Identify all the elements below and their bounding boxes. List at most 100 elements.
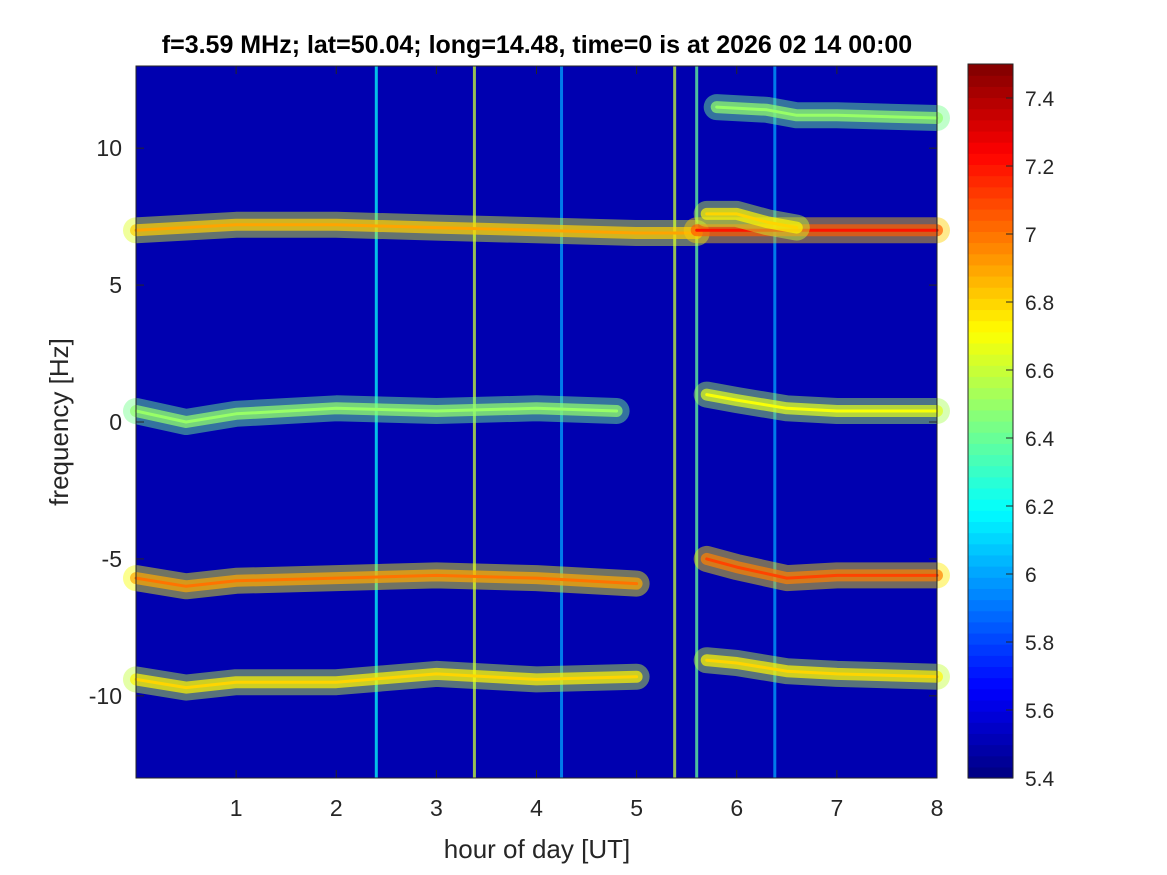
trace-0 bbox=[123, 211, 710, 246]
colorbar-step-22 bbox=[968, 521, 1013, 534]
colorbar-step-9 bbox=[968, 666, 1013, 679]
colorbar-step-56 bbox=[968, 142, 1013, 154]
colorbar-step-8 bbox=[968, 677, 1013, 690]
colorbar-step-42 bbox=[968, 298, 1013, 311]
trace-6 bbox=[123, 562, 650, 600]
trace-core-8 bbox=[134, 672, 639, 690]
colorbar-tick-label-5: 6.4 bbox=[1025, 428, 1055, 451]
colorbar-step-55 bbox=[968, 153, 1013, 166]
colorbar-step-49 bbox=[968, 220, 1013, 232]
vertical-streak-2 bbox=[560, 66, 564, 778]
trace-2 bbox=[693, 200, 810, 241]
y-tick-label-3: -5 bbox=[102, 546, 122, 572]
colorbar-step-20 bbox=[968, 543, 1013, 556]
colorbar-tick-label-7: 6.8 bbox=[1025, 292, 1054, 315]
colorbar-gradient bbox=[968, 64, 1013, 779]
colorbar-step-37 bbox=[968, 354, 1013, 366]
colorbar-tick-label-9: 7.2 bbox=[1025, 156, 1054, 179]
colorbar-step-5 bbox=[968, 711, 1013, 723]
vertical-streak-5 bbox=[773, 66, 777, 778]
colorbar-step-58 bbox=[968, 119, 1013, 132]
vertical-streak-0 bbox=[374, 66, 378, 778]
colorbar-step-60 bbox=[968, 97, 1013, 110]
colorbar-step-17 bbox=[968, 577, 1013, 589]
x-tick-label-5: 6 bbox=[730, 795, 743, 821]
colorbar-step-29 bbox=[968, 443, 1013, 456]
colorbar-step-40 bbox=[968, 320, 1013, 333]
colorbar-step-18 bbox=[968, 566, 1013, 578]
colorbar-step-36 bbox=[968, 365, 1013, 377]
colorbar-tick-label-2: 5.8 bbox=[1025, 632, 1054, 655]
colorbar-step-53 bbox=[968, 175, 1013, 188]
trace-core-3 bbox=[715, 105, 939, 120]
colorbar-step-48 bbox=[968, 231, 1013, 244]
x-tick-label-7: 8 bbox=[931, 795, 944, 821]
trace-core-2 bbox=[705, 212, 799, 230]
trace-7 bbox=[693, 545, 950, 592]
colorbar-step-2 bbox=[968, 744, 1013, 757]
colorbar-step-61 bbox=[968, 86, 1013, 99]
colorbar-tick-label-6: 6.6 bbox=[1025, 360, 1054, 383]
colorbar-step-44 bbox=[968, 275, 1013, 288]
colorbar-step-1 bbox=[968, 755, 1013, 768]
plot-background bbox=[136, 66, 937, 778]
colorbar-step-21 bbox=[968, 532, 1013, 545]
colorbar-step-63 bbox=[968, 64, 1013, 76]
colorbar-step-39 bbox=[968, 331, 1013, 344]
vertical-streak-4 bbox=[695, 66, 699, 778]
chart-title: f=3.59 MHz; lat=50.04; long=14.48, time=… bbox=[162, 31, 912, 59]
x-tick-label-2: 3 bbox=[430, 795, 443, 821]
colorbar-tick-label-10: 7.4 bbox=[1025, 88, 1055, 111]
colorbar-step-0 bbox=[968, 766, 1013, 779]
trace-4 bbox=[123, 395, 630, 435]
y-tick-label-2: 0 bbox=[109, 409, 122, 435]
colorbar-ticks: 5.4 5.6 5.8 6 6.2 6.4 6.6 6.8 7 7.2 7.4 bbox=[1006, 88, 1055, 791]
trace-9 bbox=[693, 647, 950, 690]
vertical-streak-3 bbox=[673, 66, 677, 778]
trace-core-6 bbox=[134, 573, 639, 588]
colorbar-step-45 bbox=[968, 264, 1013, 277]
colorbar-step-38 bbox=[968, 342, 1013, 355]
colorbar-step-25 bbox=[968, 487, 1013, 500]
y-tick-label-0: 10 bbox=[96, 135, 122, 161]
colorbar-step-32 bbox=[968, 409, 1013, 422]
x-axis-label: hour of day [UT] bbox=[444, 834, 630, 864]
x-tick-label-3: 4 bbox=[530, 795, 543, 821]
colorbar-tick-label-0: 5.4 bbox=[1025, 768, 1055, 791]
colorbar-step-47 bbox=[968, 242, 1013, 255]
colorbar-step-50 bbox=[968, 209, 1013, 221]
colorbar-step-57 bbox=[968, 130, 1013, 143]
colorbar-tick-label-1: 5.6 bbox=[1025, 700, 1054, 723]
trace-8 bbox=[123, 660, 650, 701]
colorbar-step-15 bbox=[968, 599, 1013, 612]
colorbar-step-3 bbox=[968, 733, 1013, 746]
colorbar-step-27 bbox=[968, 465, 1013, 478]
colorbar-tick-label-4: 6.2 bbox=[1025, 496, 1054, 519]
colorbar-step-43 bbox=[968, 287, 1013, 299]
colorbar-step-28 bbox=[968, 454, 1013, 467]
colorbar-step-4 bbox=[968, 722, 1013, 734]
trace-core-7 bbox=[705, 557, 939, 580]
colorbar-step-14 bbox=[968, 610, 1013, 623]
colorbar-step-31 bbox=[968, 421, 1013, 433]
colorbar-step-62 bbox=[968, 75, 1013, 87]
colorbar-step-19 bbox=[968, 554, 1013, 567]
colorbar-step-26 bbox=[968, 476, 1013, 489]
trace-core-9 bbox=[705, 658, 939, 679]
x-axis: 1 2 3 4 5 6 7 8 bbox=[230, 66, 944, 821]
colorbar-frame bbox=[967, 63, 1014, 779]
colorbar-step-11 bbox=[968, 644, 1013, 656]
x-tick-label-4: 5 bbox=[630, 795, 643, 821]
colorbar-step-52 bbox=[968, 186, 1013, 199]
colorbar-step-54 bbox=[968, 164, 1013, 177]
trace-core-4 bbox=[134, 406, 619, 424]
colorbar-step-59 bbox=[968, 108, 1013, 121]
colorbar-step-7 bbox=[968, 688, 1013, 701]
colorbar-step-23 bbox=[968, 510, 1013, 523]
trace-3 bbox=[703, 94, 950, 131]
colorbar-step-30 bbox=[968, 432, 1013, 444]
colorbar-step-12 bbox=[968, 632, 1013, 645]
heatmap-layer bbox=[123, 66, 950, 778]
trace-5 bbox=[693, 381, 950, 424]
